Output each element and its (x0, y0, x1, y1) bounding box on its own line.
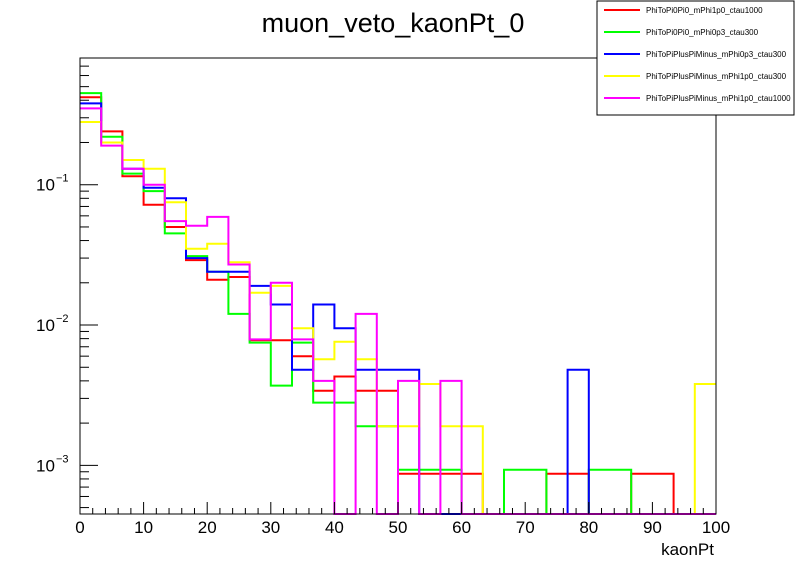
y-tick-label: 10 (36, 316, 55, 335)
x-tick-label: 30 (261, 518, 280, 537)
x-tick-label: 10 (134, 518, 153, 537)
x-tick-label: 50 (389, 518, 408, 537)
x-tick-label: 100 (702, 518, 730, 537)
x-tick-label: 20 (198, 518, 217, 537)
y-axis: 10−310−210−1 (36, 57, 98, 509)
y-tick-label: 10 (36, 176, 55, 195)
chart-title: muon_veto_kaonPt_0 (262, 8, 525, 38)
legend-entry-label: PhiToPi0Pi0_mPhi1p0_ctau1000 (646, 6, 763, 15)
legend-entry-label: PhiToPiPlusPiMinus_mPhi0p3_ctau300 (646, 50, 787, 59)
legend-box (596, 0, 795, 116)
x-tick-label: 80 (579, 518, 598, 537)
series-layer (80, 92, 716, 515)
legend: PhiToPi0Pi0_mPhi1p0_ctau1000 PhiToPi0Pi0_… (596, 0, 795, 116)
x-axis: 0 10 20 30 40 50 60 70 80 90 100 (75, 502, 730, 537)
x-tick-label: 60 (452, 518, 471, 537)
x-tick-label: 40 (325, 518, 344, 537)
legend-entry-label: PhiToPi0Pi0_mPhi0p3_ctau300 (646, 28, 759, 37)
x-tick-label: 90 (643, 518, 662, 537)
y-tick-label: 10 (36, 456, 55, 475)
x-axis-label: kaonPt (661, 540, 714, 559)
y-tick-exponent: −1 (56, 173, 69, 185)
y-tick-exponent: −3 (56, 453, 69, 465)
legend-entry-label: PhiToPiPlusPiMinus_mPhi1p0_ctau1000 (646, 94, 791, 103)
legend-entry-label: PhiToPiPlusPiMinus_mPhi1p0_ctau300 (646, 72, 787, 81)
series-line-5 (80, 107, 716, 515)
x-tick-label: 0 (75, 518, 84, 537)
y-tick-exponent: −2 (56, 313, 69, 325)
x-tick-label: 70 (516, 518, 535, 537)
